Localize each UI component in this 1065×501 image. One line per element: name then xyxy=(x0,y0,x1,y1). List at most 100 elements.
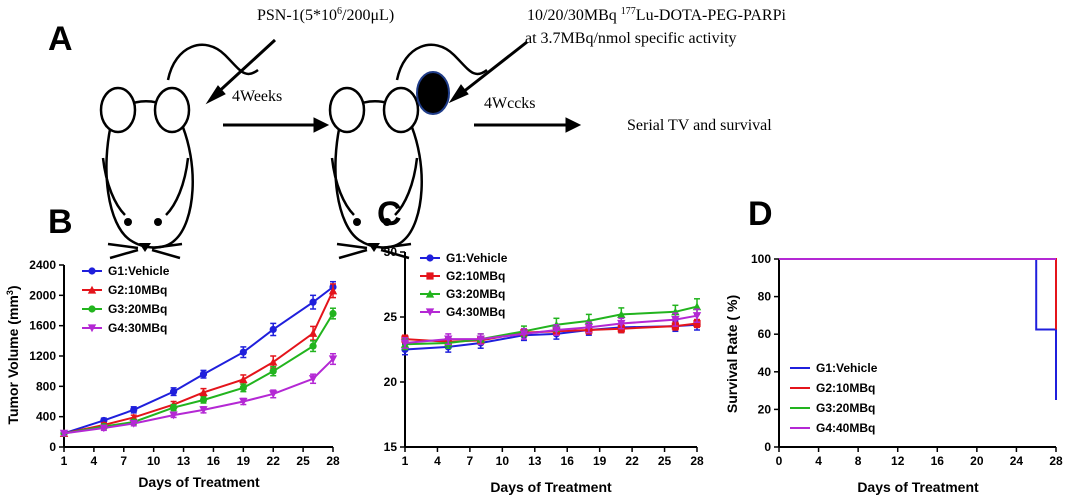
chart-b-point-g1-vehicle xyxy=(169,388,178,396)
chart-d-legend-label-g1-vehicle: G1:Vehicle xyxy=(816,361,878,375)
chart-b-xtick-label: 4 xyxy=(91,454,98,468)
chart-b-xtick-label: 7 xyxy=(120,454,127,468)
chart-b-point-g1-vehicle xyxy=(130,406,138,414)
chart-c-xlabel: Days of Treatment xyxy=(490,479,612,495)
chart-d-xtick-label: 4 xyxy=(815,454,822,468)
chart-b-point-g4-30mbq xyxy=(169,411,178,420)
chart-b-series-g2-10mbq xyxy=(63,290,334,435)
chart-c-legend-label-g3-20mbq: G3:20MBq xyxy=(446,287,505,301)
chart-b-point-g2-10mbq xyxy=(328,286,338,295)
outcome-text: Serial TV and survival xyxy=(627,117,772,134)
chart-b-xtick-label: 10 xyxy=(147,454,161,468)
chart-b-legend-marker-g4-30mbq xyxy=(87,324,97,333)
chart-c-legend-marker-g1-vehicle xyxy=(426,254,434,262)
chart-b-legend-label-g1-vehicle: G1:Vehicle xyxy=(108,264,170,278)
chart-c-point-g4-30mbq xyxy=(617,319,626,328)
chart-c-point-g4-30mbq xyxy=(692,312,702,320)
arrow-inoculation-icon xyxy=(212,38,277,98)
chart-c-point-g4-30mbq xyxy=(552,326,561,335)
chart-c-point-g2-10mbq xyxy=(693,319,701,328)
chart-d-xtick-label: 12 xyxy=(891,454,905,468)
chart-c-legend-marker-g4-30mbq xyxy=(425,308,435,317)
chart-b-tumor-volume: 1 4 7 10 13 16 19 22 25 28 0 400 800 1200 1600 2000 2400… xyxy=(29,258,340,468)
chart-c-ytick-label: 20 xyxy=(384,375,398,389)
chart-b-legend-marker-g3-20mbq xyxy=(88,305,96,313)
chart-b-ylabel: Tumor Volume (mm3) xyxy=(5,285,21,424)
chart-b-point-g1-vehicle xyxy=(269,325,277,334)
chart-b-ytick-label: 0 xyxy=(49,440,56,454)
chart-c-xtick-label: 10 xyxy=(496,454,510,468)
chart-b-legend-label-g3-20mbq: G3:20MBq xyxy=(108,302,167,316)
mouse-1-icon xyxy=(99,43,259,260)
chart-c-point-g4-30mbq xyxy=(671,316,680,324)
schematic-arrows xyxy=(205,38,582,133)
chart-d-xtick-label: 8 xyxy=(855,454,862,468)
step1-text: 4Weeks xyxy=(232,88,282,105)
chart-b-point-g3-20mbq xyxy=(309,342,317,350)
chart-d-xlabel: Days of Treatment xyxy=(857,479,979,495)
chart-d-xtick-label: 24 xyxy=(1010,454,1024,468)
chart-b-point-g4-30mbq xyxy=(129,419,138,428)
chart-c-xtick-label: 4 xyxy=(434,454,441,468)
chart-c-body-weight: 1 4 7 10 13 16 19 22 25 28 15 20 25 30 G1:Vehicle G2:10… xyxy=(384,245,704,468)
chart-c-point-g3-20mbq xyxy=(692,302,702,311)
arrow-dose-icon xyxy=(457,40,528,98)
dose-text-line2: at 3.7MBq/nmol specific activity xyxy=(525,30,737,47)
chart-b-xlabel: Days of Treatment xyxy=(138,474,260,490)
chart-c-ytick-label: 25 xyxy=(384,310,398,324)
chart-c-point-g4-30mbq xyxy=(476,335,485,344)
chart-d-xtick-label: 20 xyxy=(970,454,984,468)
panel-label-a: A xyxy=(48,20,73,58)
chart-d-series-g2-10mbq xyxy=(779,258,1057,330)
chart-d-legend-label-g3-20mbq: G3:20MBq xyxy=(816,401,875,415)
chart-b-point-g2-10mbq xyxy=(269,357,278,366)
chart-b-legend-marker-g1-vehicle xyxy=(88,267,96,275)
inoculation-text: PSN-1(5*106/200μL) xyxy=(257,6,394,24)
tumor-icon xyxy=(416,71,450,115)
chart-c-point-g4-30mbq xyxy=(444,335,453,344)
chart-c-ytick-label: 30 xyxy=(384,245,398,259)
chart-b-point-g4-30mbq xyxy=(328,355,338,364)
chart-b-xtick-label: 28 xyxy=(326,454,340,468)
chart-b-xtick-label: 25 xyxy=(296,454,310,468)
chart-c-legend-label-g1-vehicle: G1:Vehicle xyxy=(446,251,508,265)
chart-b-point-g4-30mbq xyxy=(59,429,69,438)
chart-b-xtick-label: 16 xyxy=(207,454,221,468)
chart-b-xtick-label: 13 xyxy=(177,454,191,468)
dose-text-line1: 10/20/30MBq 177Lu-DOTA-PEG-PARPi xyxy=(527,6,786,24)
chart-d-legend-label-g2-10mbq: G2:10MBq xyxy=(816,381,875,395)
chart-c-point-g4-30mbq xyxy=(400,339,410,348)
chart-b-ytick-label: 2400 xyxy=(29,258,56,272)
chart-d-xtick-label: 0 xyxy=(776,454,783,468)
chart-c-point-g4-30mbq xyxy=(584,323,594,332)
chart-d-ytick-label: 100 xyxy=(751,252,771,266)
chart-b-point-g4-30mbq xyxy=(239,397,248,406)
chart-d-ytick-label: 20 xyxy=(758,402,772,416)
chart-b-point-g3-20mbq xyxy=(329,309,337,318)
chart-b-legend-marker-g2-10mbq xyxy=(87,285,97,294)
chart-b-point-g2-10mbq xyxy=(239,375,248,384)
chart-c-legend-label-g4-30mbq: G4:30MBq xyxy=(446,305,505,319)
chart-d-survival: 0 4 8 12 16 20 24 28 0 20 40 60 80 100 G1:Vehicle G2:10… xyxy=(751,252,1063,468)
chart-c-xtick-label: 13 xyxy=(528,454,542,468)
chart-c-legend-marker-g2-10mbq xyxy=(426,272,434,280)
chart-b-ytick-label: 1200 xyxy=(29,349,56,363)
chart-c-xtick-label: 7 xyxy=(467,454,474,468)
chart-c-xtick-label: 1 xyxy=(402,454,409,468)
chart-b-series-g3-20mbq xyxy=(63,313,334,435)
chart-c-legend-marker-g3-20mbq xyxy=(425,289,435,298)
chart-d-ylabel: Survival Rate ( %) xyxy=(724,295,740,413)
chart-c-xtick-label: 28 xyxy=(690,454,704,468)
chart-b-point-g2-10mbq xyxy=(199,388,208,396)
chart-c-xtick-label: 19 xyxy=(593,454,607,468)
chart-b-ytick-label: 1600 xyxy=(29,319,56,333)
chart-b-ytick-label: 800 xyxy=(36,379,56,393)
chart-b-point-g3-20mbq xyxy=(199,396,208,404)
panel-a: A xyxy=(48,6,786,260)
chart-b-point-g2-10mbq xyxy=(308,329,318,337)
chart-b-point-g1-vehicle xyxy=(199,370,208,378)
chart-b-point-g4-30mbq xyxy=(269,390,278,399)
chart-c-ytick-label: 15 xyxy=(384,440,398,454)
chart-b-point-g4-30mbq xyxy=(99,424,109,433)
